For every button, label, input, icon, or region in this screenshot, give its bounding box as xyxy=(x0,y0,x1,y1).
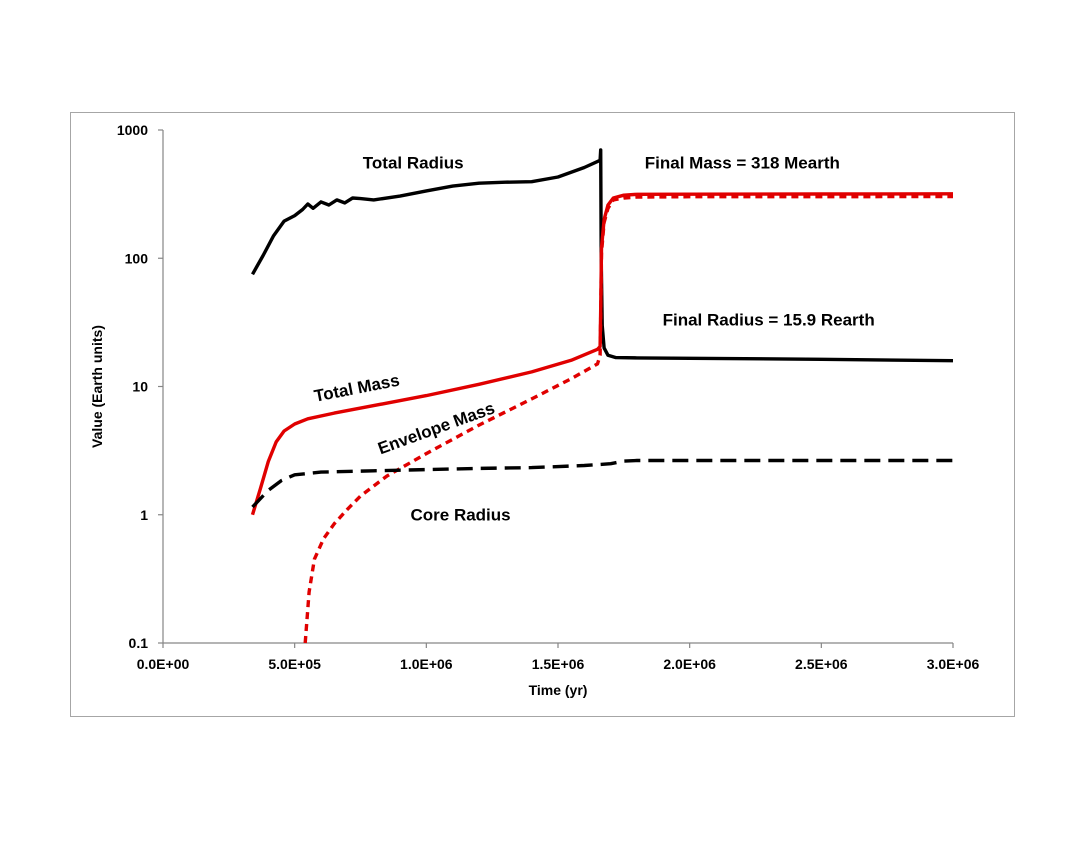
x-tick-label: 1.0E+06 xyxy=(400,656,453,672)
y-tick-label: 0.1 xyxy=(129,635,149,651)
x-tick-label: 5.0E+05 xyxy=(268,656,321,672)
x-tick-label: 3.0E+06 xyxy=(927,656,980,672)
x-axis-title: Time (yr) xyxy=(529,682,588,698)
annotation-core-radius: Core Radius xyxy=(410,506,510,525)
annotation-final-mass-318-mearth: Final Mass = 318 Mearth xyxy=(645,154,840,173)
annotation-total-mass: Total Mass xyxy=(313,371,402,406)
annotation-total-radius: Total Radius xyxy=(363,154,464,173)
ticks xyxy=(158,129,954,648)
series-line-total-radius xyxy=(251,148,954,363)
x-tick-label: 2.5E+06 xyxy=(795,656,848,672)
annotation-final-radius-15-9-rearth: Final Radius = 15.9 Rearth xyxy=(663,310,875,329)
series-line-envelope-mass xyxy=(303,194,954,644)
chart-frame xyxy=(70,112,1015,717)
x-tick-label: 2.0E+06 xyxy=(663,656,716,672)
tick-labels: 0.0E+00 5.0E+05 1.0E+06 1.5E+06 2.0E+06 2.5E+… xyxy=(117,122,980,672)
x-tick-label: 1.5E+06 xyxy=(532,656,585,672)
y-tick-label: 1000 xyxy=(117,122,148,138)
series-layer xyxy=(250,148,954,644)
y-axis-title: Value (Earth units) xyxy=(89,325,105,448)
y-tick-label: 1 xyxy=(140,507,148,523)
series-line-core-radius xyxy=(251,458,953,509)
x-tick-label: 0.0E+00 xyxy=(137,656,190,672)
y-tick-label: 100 xyxy=(125,250,149,266)
y-tick-label: 10 xyxy=(132,379,148,395)
series-line-total-mass xyxy=(250,192,954,516)
